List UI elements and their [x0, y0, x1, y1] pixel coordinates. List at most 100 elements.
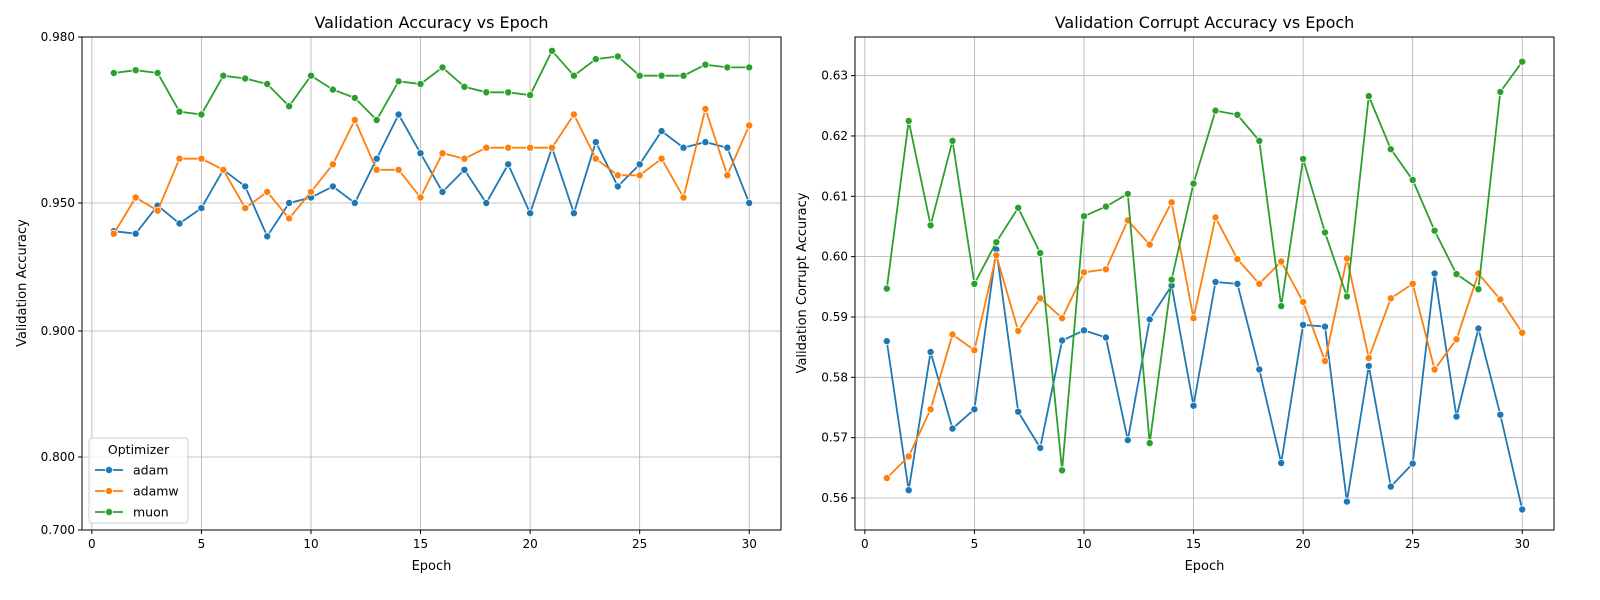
data-point-adamw — [679, 193, 688, 202]
data-point-adamw — [591, 154, 600, 163]
data-point-muon — [109, 69, 118, 78]
data-point-muon — [1014, 203, 1023, 212]
data-point-adam — [1452, 412, 1461, 421]
series-line-muon — [885, 61, 1523, 471]
data-point-muon — [416, 80, 425, 89]
data-point-muon — [904, 116, 913, 125]
legend-label-adamw: adamw — [133, 484, 179, 499]
data-point-adamw — [1167, 198, 1176, 207]
y-tick-label: 0.60 — [821, 250, 848, 264]
data-point-adam — [350, 198, 359, 207]
data-point-muon — [657, 71, 666, 80]
data-point-adam — [1211, 277, 1220, 286]
data-point-adam — [504, 160, 513, 169]
x-tick-label: 5 — [971, 537, 979, 551]
series-layer — [109, 46, 754, 241]
data-point-muon — [723, 63, 732, 72]
data-point-adam — [701, 138, 710, 147]
data-point-adamw — [263, 187, 272, 196]
data-point-adam — [904, 486, 913, 495]
data-point-adam — [1321, 322, 1330, 331]
data-point-muon — [1364, 92, 1373, 101]
data-point-muon — [948, 136, 957, 145]
data-point-adamw — [1145, 240, 1154, 249]
data-point-adam — [1342, 497, 1351, 506]
data-point-adam — [482, 198, 491, 207]
y-tick-label: 0.800 — [41, 450, 75, 464]
data-point-adamw — [482, 143, 491, 152]
chart-title: Validation Corrupt Accuracy vs Epoch — [1055, 13, 1355, 32]
data-point-muon — [882, 284, 891, 293]
data-point-adamw — [1408, 279, 1417, 288]
x-tick-label: 15 — [1186, 537, 1201, 551]
series-line-adamw — [886, 199, 1523, 479]
data-point-adamw — [1101, 265, 1110, 274]
data-point-adam — [1364, 361, 1373, 370]
data-point-adamw — [131, 193, 140, 202]
data-point-adam — [1058, 336, 1067, 345]
plot-frame — [854, 36, 1555, 531]
data-point-adamw — [109, 229, 118, 238]
data-point-muon — [153, 69, 162, 78]
data-point-muon — [350, 93, 359, 102]
data-point-adam — [263, 232, 272, 241]
data-point-muon — [1342, 292, 1351, 301]
data-point-adam — [1408, 459, 1417, 468]
data-point-adam — [372, 154, 381, 163]
x-tick-label: 20 — [1295, 537, 1310, 551]
data-point-adamw — [723, 171, 732, 180]
x-tick-label: 30 — [1515, 537, 1530, 551]
data-point-adam — [328, 182, 337, 191]
data-point-adam — [613, 182, 622, 191]
data-point-muon — [591, 55, 600, 64]
x-tick-label: 0 — [88, 537, 96, 551]
series-layer — [882, 57, 1527, 514]
data-point-muon — [241, 74, 250, 83]
data-point-adamw — [1014, 326, 1023, 335]
data-point-adam — [1518, 505, 1527, 514]
data-point-adamw — [1386, 294, 1395, 303]
data-point-adam — [416, 149, 425, 158]
data-point-adamw — [1364, 353, 1373, 362]
x-tick-label: 25 — [632, 537, 647, 551]
data-point-adamw — [241, 204, 250, 213]
data-point-adamw — [1080, 268, 1089, 277]
data-point-adam — [285, 198, 294, 207]
data-point-adamw — [635, 171, 644, 180]
data-point-muon — [1474, 285, 1483, 294]
data-point-adamw — [438, 149, 447, 158]
chart-title: Validation Accuracy vs Epoch — [314, 13, 548, 32]
data-point-adam — [723, 143, 732, 152]
data-point-adamw — [285, 214, 294, 223]
y-tick-label: 0.950 — [41, 196, 75, 210]
data-point-muon — [175, 107, 184, 116]
data-point-adam — [882, 337, 891, 346]
data-point-adam — [1101, 333, 1110, 342]
data-point-adamw — [1189, 314, 1198, 323]
legend-marker-adamw — [105, 486, 114, 495]
data-point-adam — [569, 209, 578, 218]
data-point-adamw — [701, 104, 710, 113]
grid-lines — [855, 37, 1554, 530]
data-point-muon — [1145, 439, 1154, 448]
data-point-muon — [1101, 202, 1110, 211]
data-point-muon — [504, 88, 513, 97]
data-point-adamw — [197, 154, 206, 163]
data-point-muon — [1233, 110, 1242, 119]
data-point-adamw — [350, 116, 359, 125]
data-point-adam — [1036, 443, 1045, 452]
data-point-adamw — [1452, 335, 1461, 344]
data-point-muon — [1321, 228, 1330, 237]
data-point-muon — [613, 52, 622, 61]
data-point-muon — [1167, 275, 1176, 284]
y-tick-label: 0.700 — [41, 523, 75, 537]
data-point-muon — [306, 71, 315, 80]
data-point-adamw — [569, 110, 578, 119]
x-tick-label: 15 — [413, 537, 428, 551]
legend-marker-adam — [105, 465, 114, 474]
data-point-adam — [197, 204, 206, 213]
data-point-muon — [285, 102, 294, 111]
data-point-adamw — [657, 154, 666, 163]
data-point-muon — [1518, 57, 1527, 66]
